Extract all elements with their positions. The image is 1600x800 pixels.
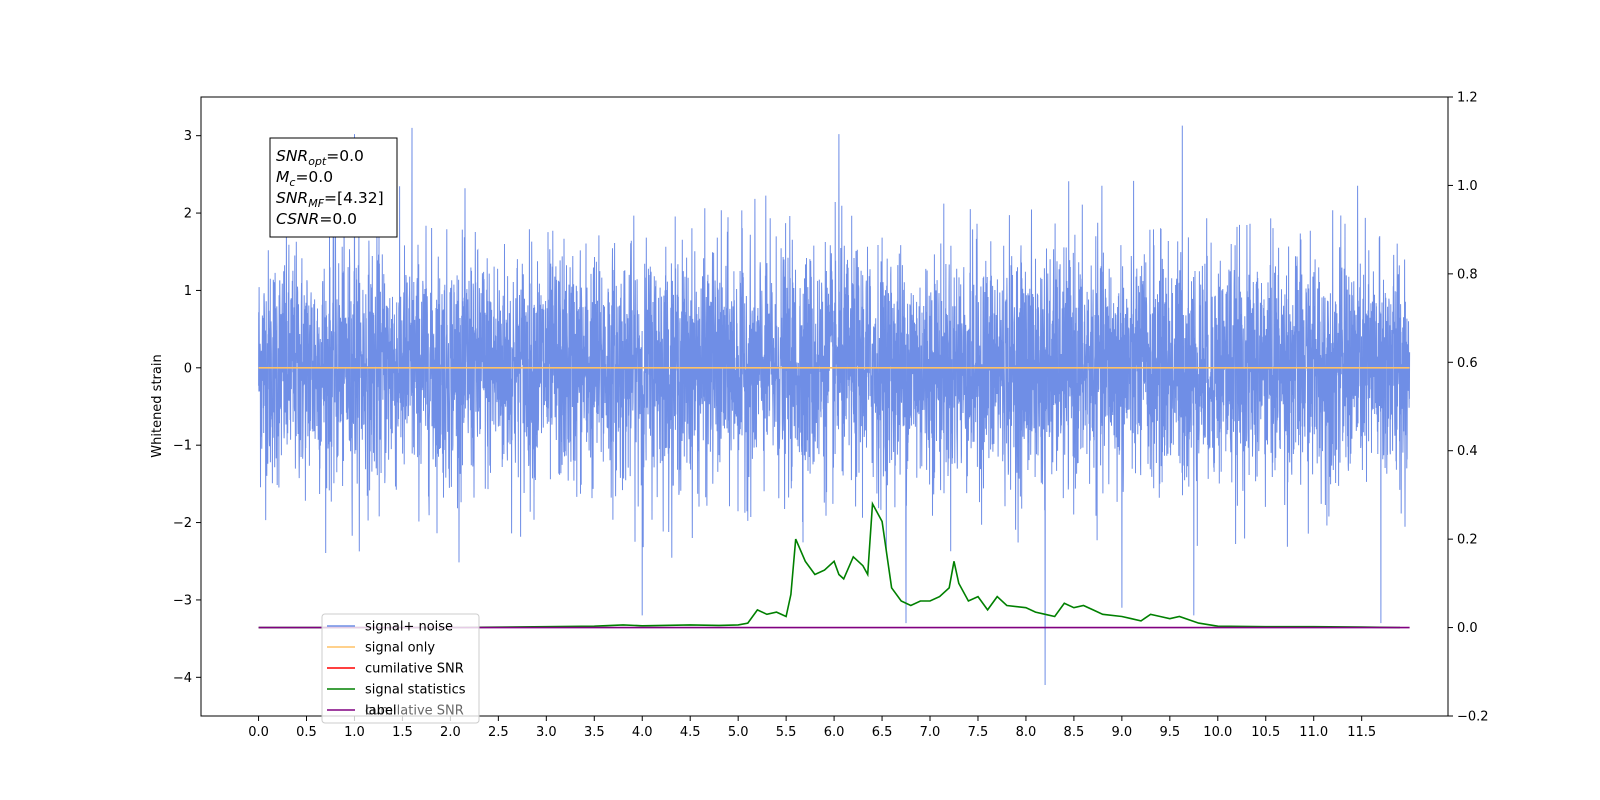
y2-tick-label: 0.2	[1457, 533, 1478, 548]
x-tick-label: 1.0	[344, 725, 365, 740]
x-tick-label: 5.5	[776, 725, 797, 740]
x-tick-label: 11.5	[1347, 725, 1376, 740]
annotation-line: CSNR=0.0	[276, 210, 357, 228]
x-tick-label: 6.0	[824, 725, 845, 740]
signal-plus-noise-line	[258, 125, 1411, 686]
y2-tick-label: 0.8	[1457, 267, 1478, 282]
legend-label: signal+ noise	[365, 620, 453, 635]
x-tick-label: 0.5	[296, 725, 317, 740]
y-axis-label: Whitened strain	[150, 354, 165, 457]
legend-label: label	[365, 704, 396, 719]
annotation-line: Mc=0.0	[276, 168, 333, 189]
y2-tick-label: 1.0	[1457, 179, 1478, 194]
x-tick-label: 4.0	[632, 725, 653, 740]
y-tick-label: −1	[173, 439, 192, 454]
annotation-line: SNRMF=[4.32]	[276, 189, 384, 210]
legend-label: signal only	[365, 641, 435, 656]
x-tick-label: 10.5	[1251, 725, 1280, 740]
x-tick-label: 2.5	[488, 725, 509, 740]
x-tick-label: 6.5	[872, 725, 893, 740]
x-tick-label: 5.0	[728, 725, 749, 740]
x-tick-label: 4.5	[680, 725, 701, 740]
x-tick-label: 0.0	[248, 725, 269, 740]
legend-hidden-text: cumilative SNR	[365, 704, 464, 719]
x-tick-label: 7.5	[968, 725, 989, 740]
y2-tick-label: −0.2	[1457, 710, 1489, 725]
signal-statistics-line	[258, 500, 1401, 629]
x-tick-label: 7.0	[920, 725, 941, 740]
y-tick-label: 3	[184, 129, 192, 144]
x-tick-label: 9.0	[1112, 725, 1133, 740]
y-tick-label: 0	[184, 361, 192, 376]
x-tick-label: 3.0	[536, 725, 557, 740]
annotation-box	[269, 137, 398, 238]
x-tick-label: 9.5	[1159, 725, 1180, 740]
legend-label: signal statistics	[365, 683, 466, 698]
y2-tick-label: 1.2	[1457, 91, 1478, 106]
signal-plus-noise-path	[258, 125, 1411, 686]
x-tick-label: 8.5	[1064, 725, 1085, 740]
y-tick-label: −4	[173, 671, 192, 686]
y2-tick-label: 0.4	[1457, 444, 1478, 459]
y-tick-label: 2	[184, 207, 192, 222]
annotation-line: SNRopt=0.0	[276, 147, 364, 168]
y-tick-label: −3	[173, 593, 192, 608]
x-tick-label: 11.0	[1299, 725, 1328, 740]
x-tick-label: 1.5	[392, 725, 413, 740]
legend-box	[321, 613, 480, 724]
x-tick-label: 3.5	[584, 725, 605, 740]
x-tick-label: 10.0	[1203, 725, 1232, 740]
x-tick-label: 2.0	[440, 725, 461, 740]
y2-tick-label: 0.6	[1457, 356, 1478, 371]
x-tick-label: 8.0	[1016, 725, 1037, 740]
plot-frame	[200, 96, 1449, 717]
y2-tick-label: 0.0	[1457, 621, 1478, 636]
y-tick-label: 1	[184, 284, 192, 299]
y-tick-label: −2	[173, 516, 192, 531]
legend-label: cumilative SNR	[365, 662, 464, 677]
